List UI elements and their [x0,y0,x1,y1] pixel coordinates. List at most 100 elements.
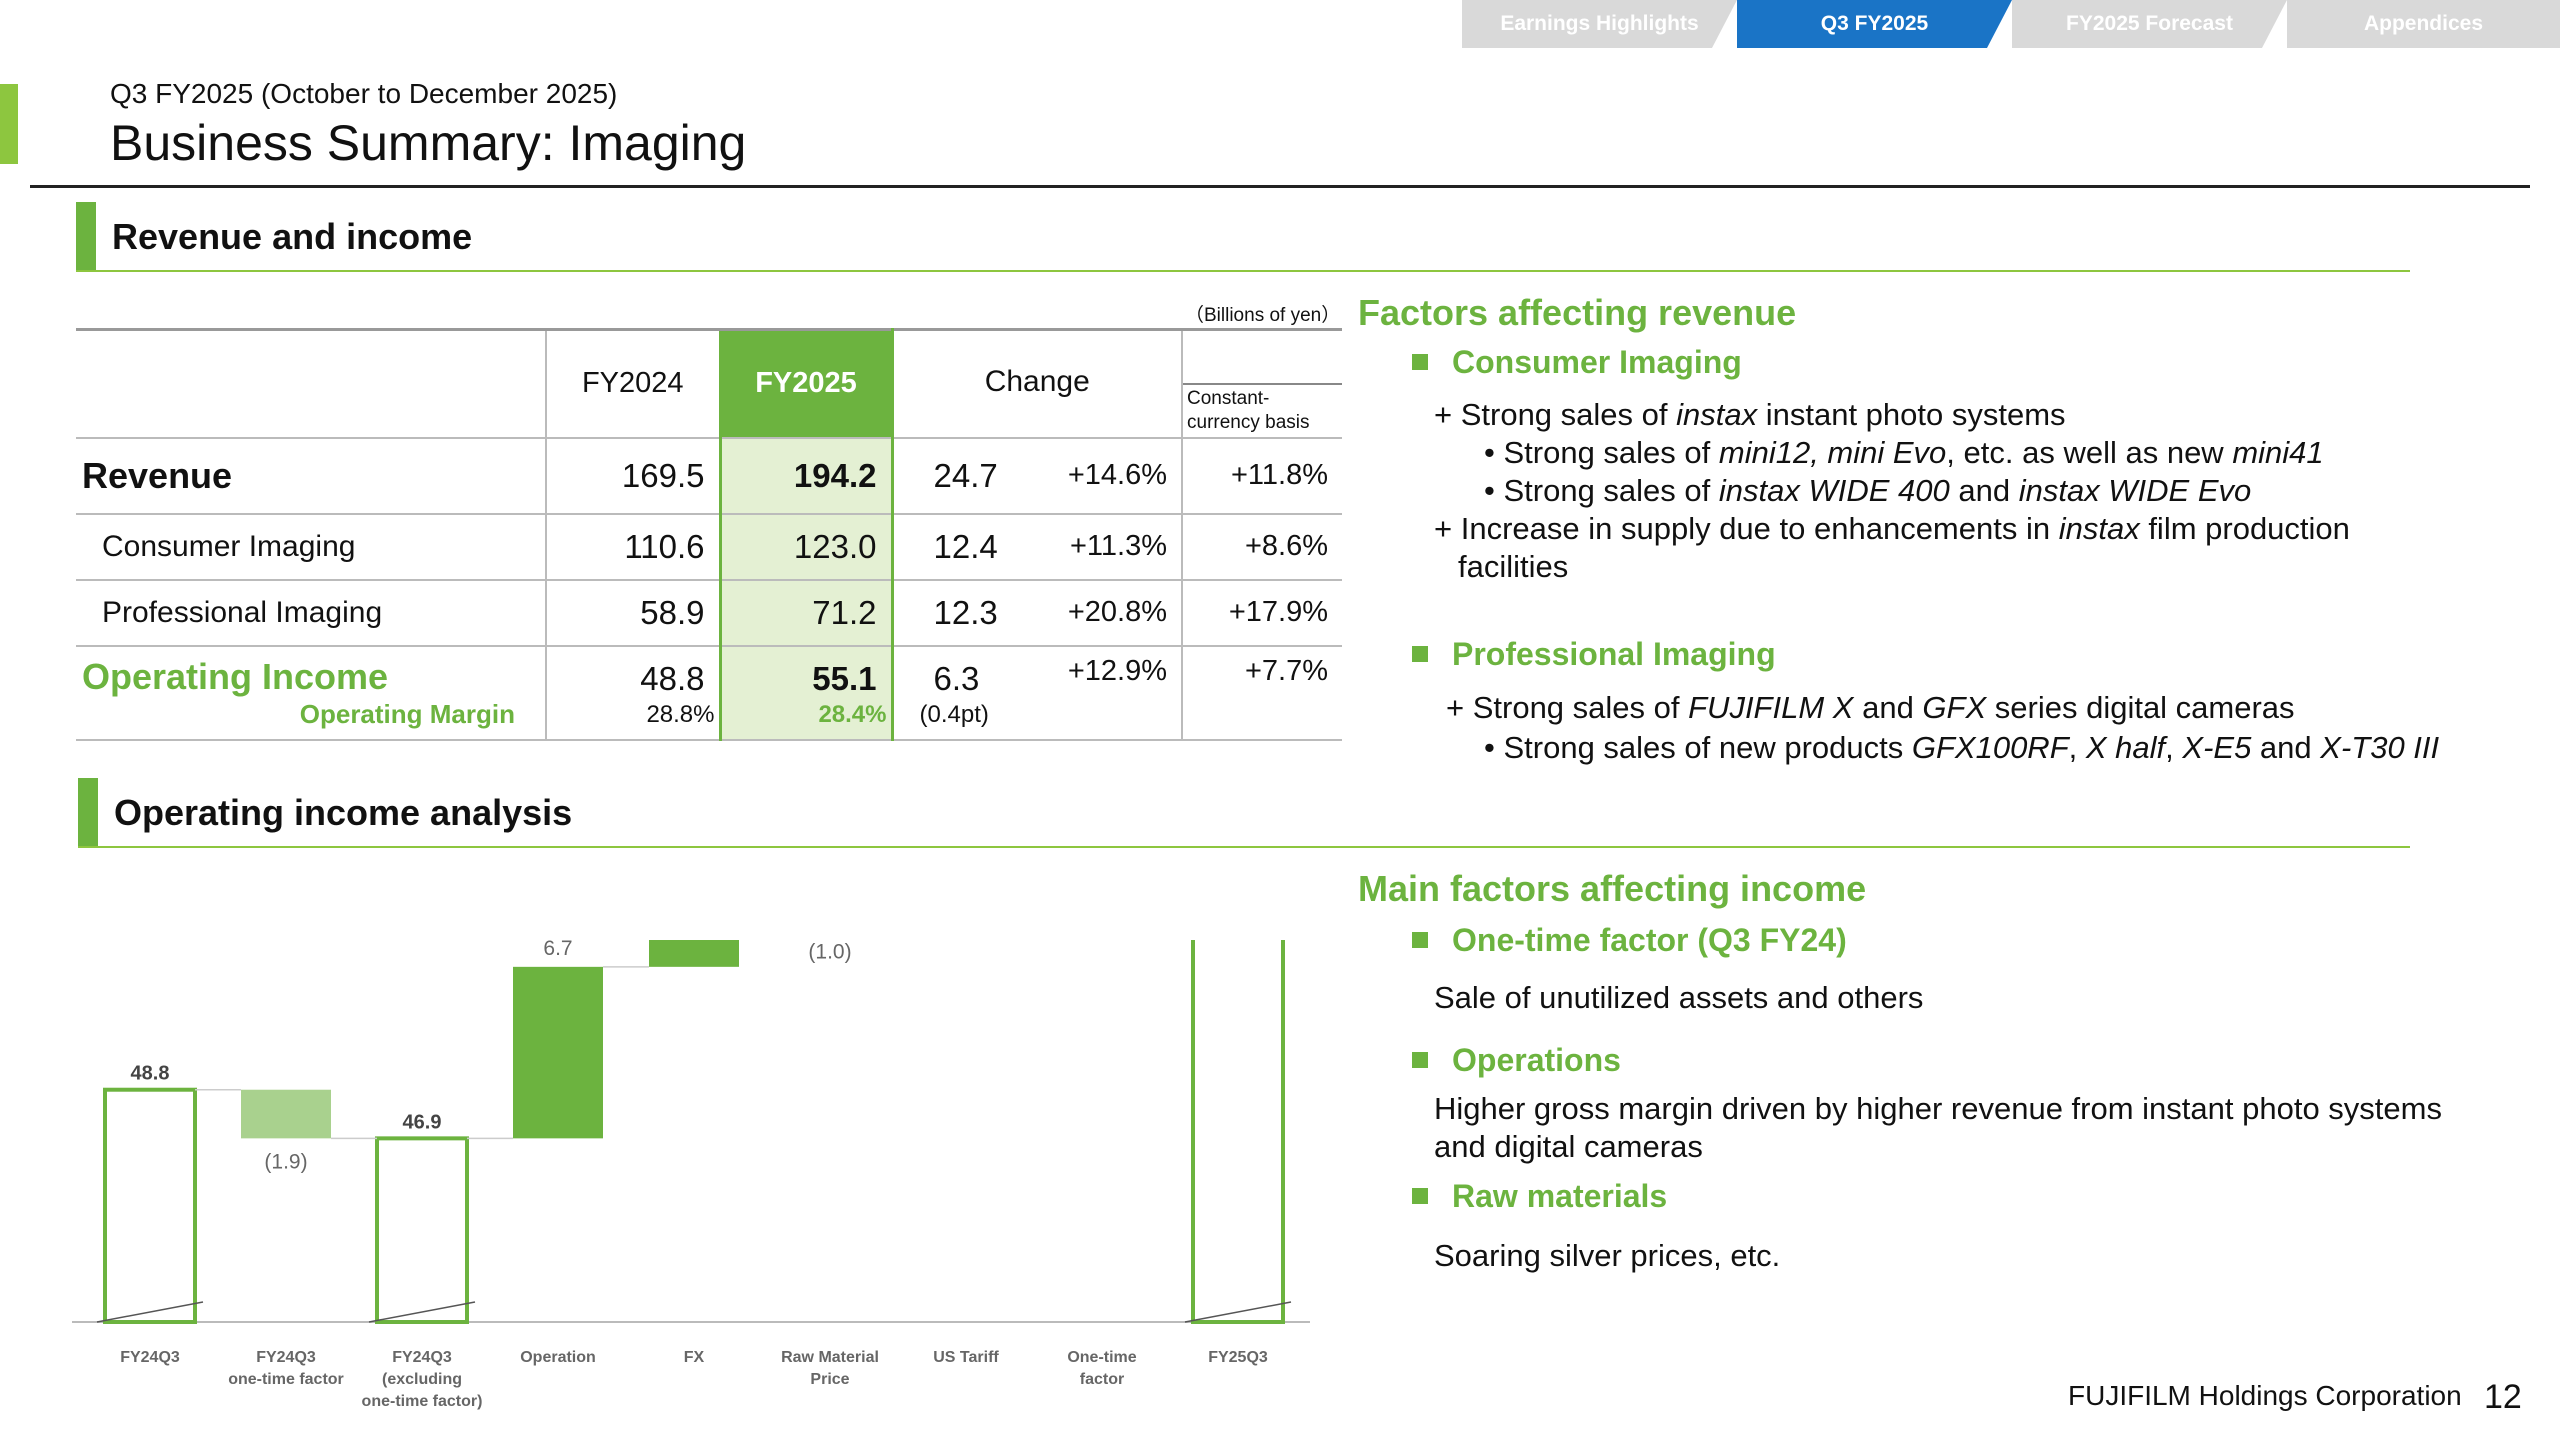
footer-company: FUJIFILM Holdings Corporation [2068,1380,2462,1411]
cell-pct: +14.6% [1062,437,1182,515]
tab-appendices[interactable]: Appendices [2287,0,2560,48]
text: + Increase in supply due to enhancements… [1434,511,2059,546]
header-fy2024: FY2024 [545,328,720,439]
text-italic: mini12, mini Evo [1718,435,1947,470]
page-number: 12 [2484,1378,2522,1416]
cell-change: 12.4 [891,513,1062,581]
list-item: + Strong sales of FUJIFILM X and GFX ser… [1446,688,2439,728]
operating-income-waterfall-chart: 48.8 FY24Q3 (1.9) FY24Q3 one-time factor 46.9… [60,873,1340,1420]
professional-factors-list: + Strong sales of FUJIFILM X and GFX ser… [1446,688,2439,768]
tab-earnings-highlights[interactable]: Earnings Highlights [1462,0,1737,48]
waterfall-bar-delta [241,1089,331,1139]
category-label: FY24Q3 [392,1349,452,1366]
heading-label: Consumer Imaging [1452,344,1742,380]
page-subtitle: Q3 FY2025 (October to December 2025) [110,78,618,109]
tab-label: Appendices [2363,12,2484,35]
income-factor-heading-operations: Operations [1412,1042,1621,1079]
list-item: facilities [1458,549,1569,584]
income-factor-text: Higher gross margin driven by higher rev… [1434,1091,2442,1126]
cell-margin: (0.4pt) [919,700,989,728]
text-italic: mini41 [2232,435,2324,470]
list-item: + Increase in supply due to enhancements… [1434,510,2350,548]
section-divider [78,846,2410,848]
category-label: one-time factor) [362,1393,483,1410]
waterfall-bar-delta [649,902,739,967]
cell-fy2025: 71.2 [718,579,894,647]
text-italic: instax [1676,397,1758,432]
text: Strong sales of new products [1503,730,1912,765]
section-accent [78,778,98,848]
data-label: 6.7 [543,940,572,960]
data-label: 48.8 [131,1063,170,1085]
cell-fy2025: 55.1 28.4% [718,645,894,741]
cell-value: 48.8 [640,659,705,697]
income-factor-text: Soaring silver prices, etc. [1434,1238,1781,1273]
table-row-revenue: Revenue 169.5 194.2 24.7 +14.6% +11.8% [76,437,1342,515]
section-heading-label: Operating income analysis [114,792,573,833]
axis-break-mark [368,1301,476,1323]
section-heading-label: Revenue and income [112,216,473,257]
data-label: (1.0) [808,940,851,963]
text: and [1949,473,2019,508]
cell-ccy: +11.8% [1181,437,1342,515]
text: series digital cameras [1986,690,2295,725]
cell-pct: +11.3% [1062,513,1182,581]
category-label: One-time [1067,1349,1136,1366]
section-divider [76,270,2410,272]
professional-imaging-heading: Professional Imaging [1412,636,1776,673]
units-note: （Billions of yen） [1185,305,1341,326]
header-change-label: Change [984,364,1090,398]
title-divider [30,185,2530,188]
section-accent [76,202,96,272]
tab-fy2025-forecast[interactable]: FY2025 Forecast [2012,0,2287,48]
bullet-square [1412,1187,1428,1204]
heading-label: One-time factor (Q3 FY24) [1452,922,1847,958]
row-label-cell: Operating Income Operating Margin [76,645,546,741]
text-italic: instax [2058,511,2140,546]
header-ccy: Constant-currency basis [1181,328,1342,439]
consumer-factors-list: + Strong sales of instax instant photo s… [1434,396,2350,586]
row-label: Operating Income [82,656,389,697]
table-row-consumer: Consumer Imaging 110.6 123.0 12.4 +11.3%… [76,513,1342,581]
category-label: Price [810,1371,849,1388]
header-ccy-label: Constant-currency basis [1183,382,1342,437]
revenue-table: FY2024 FY2025 Change Constant-currency b… [76,328,1342,741]
income-factor-text: Sale of unutilized assets and others [1434,980,1924,1015]
income-factor-heading-raw-materials: Raw materials [1412,1178,1667,1215]
text: instant photo systems [1757,397,2066,432]
category-label: one-time factor [228,1371,344,1388]
text: film production [2139,511,2350,546]
text-italic: FUJIFILM X [1688,690,1854,725]
table-row-professional: Professional Imaging 58.9 71.2 12.3 +20.… [76,579,1342,647]
income-factor-text: and digital cameras [1434,1129,1703,1164]
cell-change: 6.3 (0.4pt) [891,645,1062,741]
waterfall-svg: 48.8 FY24Q3 (1.9) FY24Q3 one-time factor 46.9… [72,873,1310,1410]
waterfall-bar-total [375,1136,469,1324]
row-label: Consumer Imaging [76,513,546,581]
tab-q3-fy2025[interactable]: Q3 FY2025 [1737,0,2012,48]
category-label: US Tariff [933,1349,999,1366]
cell-fy2024: 169.5 [545,437,720,515]
cell-fy2024: 48.8 28.8% [545,645,720,741]
text: Strong sales of [1503,473,1719,508]
category-label: (excluding [382,1371,462,1388]
cell-ccy: +17.9% [1181,579,1342,647]
text: and [1853,690,1923,725]
data-label: 46.9 [403,1111,442,1133]
data-label: (1.9) [264,1150,307,1173]
text: , [2068,730,2086,765]
waterfall-bar-total [1191,926,1285,1324]
bullet-square [1412,931,1428,948]
axis-break-mark [1184,1301,1292,1323]
factors-income-heading: Main factors affecting income [1358,868,1867,909]
text: + Strong sales of [1434,397,1677,432]
cell-fy2024: 58.9 [545,579,720,647]
text: and [2251,730,2321,765]
tab-label: Earnings Highlights [1500,12,1699,35]
section-heading-analysis: Operating income analysis [78,778,572,848]
cell-ccy: +8.6% [1181,513,1342,581]
text: + Strong sales of [1446,690,1689,725]
section-heading-revenue: Revenue and income [76,202,472,272]
cell-pct: +20.8% [1062,579,1182,647]
category-label: FY25Q3 [1208,1349,1268,1366]
